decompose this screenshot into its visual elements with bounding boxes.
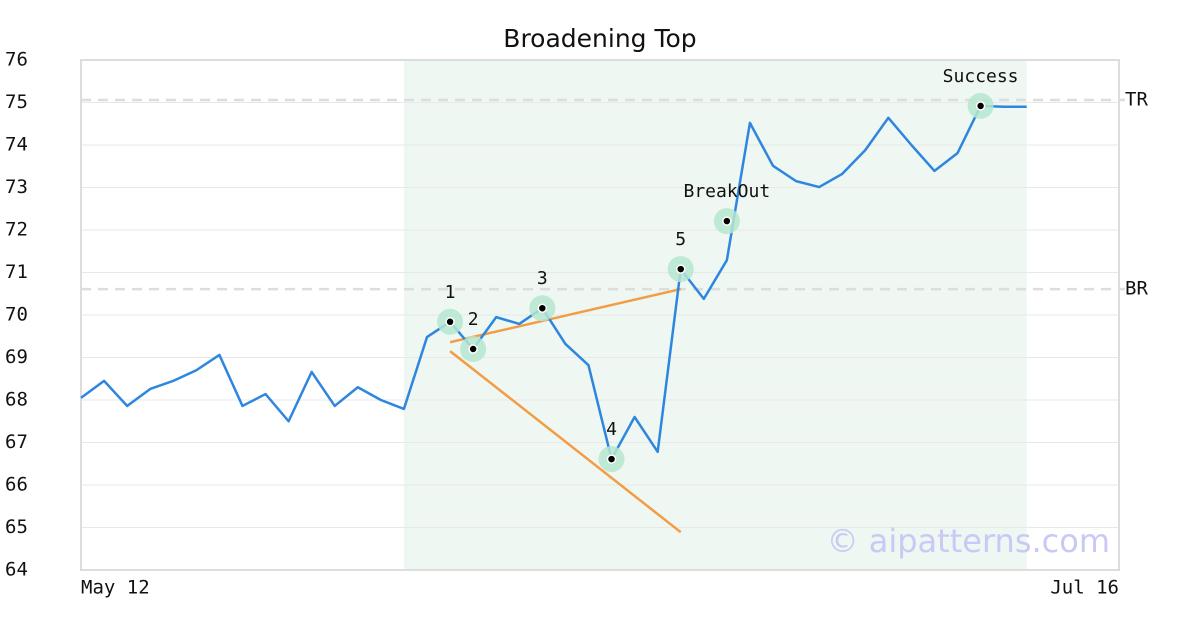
marker-dot — [468, 344, 478, 354]
marker-label: Success — [943, 66, 1019, 87]
marker-label: 3 — [537, 268, 548, 289]
marker-label: BreakOut — [684, 181, 771, 202]
y-tick-label: 73 — [5, 176, 28, 198]
y-tick-label: 65 — [5, 516, 28, 538]
y-tick-label: 71 — [5, 261, 28, 283]
y-tick-label: 76 — [5, 49, 28, 71]
trend-line — [449, 287, 682, 344]
reference-label: BR — [1125, 278, 1148, 300]
marker-label: 4 — [606, 419, 617, 440]
price-line — [80, 104, 1027, 461]
y-tick-label: 64 — [5, 559, 28, 581]
marker-dot — [722, 216, 732, 226]
y-tick-label: 66 — [5, 474, 28, 496]
plot-frame — [80, 59, 1120, 571]
reference-label: TR — [1125, 88, 1148, 110]
y-tick-label: 75 — [5, 91, 28, 113]
marker-label: 5 — [675, 229, 686, 250]
y-tick-label: 72 — [5, 219, 28, 241]
watermark: © aipatterns.com — [827, 522, 1110, 560]
marker-label: 2 — [468, 309, 479, 330]
y-tick-label: 67 — [5, 431, 28, 453]
marker-dot — [445, 317, 455, 327]
trend-line — [449, 350, 682, 534]
marker-label: 1 — [445, 282, 456, 303]
y-tick-label: 69 — [5, 346, 28, 368]
y-tick-label: 74 — [5, 134, 28, 156]
x-tick-label: Jul 16 — [1050, 577, 1119, 599]
y-tick-label: 70 — [5, 304, 28, 326]
x-tick-label: May 12 — [81, 577, 150, 599]
marker-dot — [606, 454, 617, 464]
chart-title: Broadening Top — [503, 24, 696, 53]
y-tick-label: 68 — [5, 389, 28, 411]
marker-dot — [975, 101, 986, 111]
marker-dot — [675, 264, 686, 274]
marker-dot — [537, 303, 548, 313]
